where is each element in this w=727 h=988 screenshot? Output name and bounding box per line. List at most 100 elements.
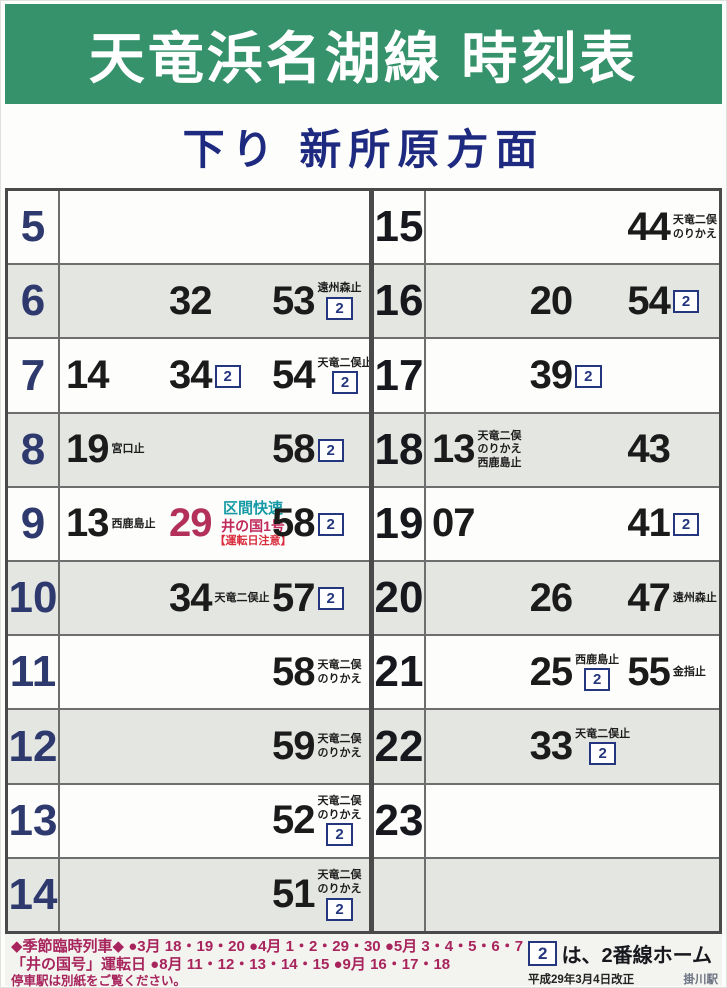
destination-note: 井の国1号 <box>221 518 285 535</box>
platform-2-badge: 2 <box>672 290 700 314</box>
annotation-stack: 遠州森止 <box>673 592 717 605</box>
minute-value: 54 <box>272 353 315 397</box>
timetable-row: 10 34 天竜二俣止 57 2 <box>8 560 369 635</box>
minute-slot: 34 天竜二俣止 <box>163 562 270 634</box>
annotation-stack: 2 <box>672 289 700 314</box>
minute-value: 43 <box>627 427 670 472</box>
note-line: 「井の国号」運転日 ●8月 11・12・13・14・15 ●9月 16・17・1… <box>11 956 451 973</box>
hour-cell: 8 <box>8 413 60 486</box>
platform-2-badge: 2 <box>672 512 700 536</box>
minute-slot <box>524 859 622 931</box>
timetable-row: 14 51 天竜二俣 のりかえ 2 <box>8 856 369 932</box>
minute-slot <box>266 191 369 263</box>
hour-cell <box>374 858 426 932</box>
minute-value: 53 <box>272 278 315 323</box>
page-title: 天竜浜名湖線 時刻表 <box>88 26 639 90</box>
hour-cell: 6 <box>8 265 60 338</box>
minute-value: 57 <box>272 575 315 620</box>
timetable-row: 17 39 2 <box>374 337 719 412</box>
platform-2-badge: 2 <box>528 941 558 966</box>
minute-slot <box>426 859 524 931</box>
minute-slot: 52 天竜二俣 のりかえ 2 <box>266 785 369 857</box>
annotation-stack: 2 <box>214 364 241 388</box>
hour-cell: 7 <box>8 339 60 412</box>
destination-note: 天竜二俣止 <box>214 591 270 604</box>
minute-slot: 19 宮口止 <box>60 414 163 486</box>
minute-slot <box>163 859 266 931</box>
minute-value: 34 <box>169 353 212 397</box>
timetable-row: 16 20 54 2 <box>374 263 719 338</box>
minute-value: 19 <box>66 427 109 472</box>
destination-note: 天竜二俣 <box>672 213 717 226</box>
annotation-stack: 天竜二俣 のりかえ <box>673 214 717 240</box>
minute-slot: 34 2 <box>163 339 266 411</box>
minute-slot <box>426 785 524 857</box>
minute-slot: 53 遠州森止 2 <box>266 265 369 337</box>
minute-value: 55 <box>627 649 670 694</box>
destination-note: のりかえ <box>317 882 362 895</box>
minute-slot: 29 区間快速 井の国1号 【運転日注意】 <box>163 488 292 560</box>
minutes-cell: 59 天竜二俣 のりかえ <box>60 710 369 782</box>
hour-cell: 14 <box>8 858 60 932</box>
minute-slot: 58 天竜二俣 のりかえ <box>266 636 369 708</box>
platform-2-badge: 2 <box>331 371 359 395</box>
minutes-cell: 19 宮口止 58 2 <box>60 414 369 486</box>
timetable-row: 12 59 天竜二俣 のりかえ <box>8 708 369 783</box>
annotation-stack: 宮口止 <box>112 443 145 456</box>
minute-value: 58 <box>272 427 315 472</box>
minute-slot <box>524 785 622 857</box>
hour-cell: 20 <box>374 562 426 635</box>
platform-2-badge: 2 <box>317 512 344 536</box>
minute-value: 39 <box>529 353 573 397</box>
annotation-stack: 2 <box>672 512 700 536</box>
minute-slot: 44 天竜二俣 のりかえ <box>621 191 719 263</box>
minute-slot: 26 <box>524 562 622 634</box>
minute-slot <box>163 785 266 857</box>
destination-note: 西鹿島止 <box>111 517 156 530</box>
platform-2-badge: 2 <box>326 823 353 847</box>
minute-value: 51 <box>272 872 315 917</box>
destination-note: 天竜二俣止 <box>575 727 631 740</box>
minute-slot: 32 <box>163 265 266 337</box>
minutes-cell: 44 天竜二俣 のりかえ <box>426 191 719 263</box>
minute-slot: 58 2 <box>266 488 369 560</box>
minutes-cell: 32 53 遠州森止 2 <box>60 265 369 337</box>
timetable-row: 9 13 西鹿島止 29 区間快速 井の国1号 【運転日注意】 58 2 <box>8 485 369 561</box>
minute-slot <box>621 859 719 931</box>
destination-note: 天竜二俣 <box>317 733 362 746</box>
minute-slot: 13 天竜二俣 のりかえ 西鹿島止 <box>426 414 524 486</box>
minute-value: 33 <box>529 724 573 769</box>
hour-cell: 9 <box>8 487 60 561</box>
platform-2-badge: 2 <box>575 364 602 388</box>
minute-slot <box>426 710 524 782</box>
minute-slot: 55 金指止 <box>621 636 719 708</box>
annotation-stack: 2 <box>317 438 344 462</box>
seasonal-train-notes: ◆季節臨時列車◆ ●3月 18・19・20 ●4月 1・2・29・30 ●5月 … <box>11 938 528 988</box>
destination-note: 遠州森止 <box>672 591 717 604</box>
legend-row: 2 は、2番線ホーム <box>528 939 718 968</box>
annotation-stack: 天竜二俣 のりかえ 2 <box>318 795 362 847</box>
note-line: 停車駅は別紙をご覧ください。 <box>11 974 187 988</box>
minute-value: 52 <box>272 798 315 843</box>
hour-cell: 23 <box>374 784 426 857</box>
platform-2-badge: 2 <box>583 668 611 692</box>
minute-value: 14 <box>66 353 109 397</box>
minutes-cell: 58 天竜二俣 のりかえ <box>60 636 369 708</box>
minute-slot <box>60 785 163 857</box>
hour-cell: 16 <box>374 265 426 338</box>
annotation-stack: 天竜二俣 のりかえ 2 <box>317 869 362 921</box>
minute-value: 54 <box>627 278 670 323</box>
note-line: ◆季節臨時列車◆ ●3月 18・19・20 ●4月 1・2・29・30 ●5月 … <box>11 938 524 955</box>
destination-note: 西鹿島止 <box>477 457 522 470</box>
annotation-stack: 金指止 <box>673 666 706 679</box>
title-band: 天竜浜名湖線 時刻表 <box>5 4 722 104</box>
minute-slot: 25 西鹿島止 2 <box>524 636 622 708</box>
destination-note: のりかえ <box>672 227 717 240</box>
destination-note: 金指止 <box>672 666 706 678</box>
annotation-stack: 天竜二俣止 <box>215 592 270 605</box>
destination-note: 西鹿島止 <box>575 653 620 666</box>
platform-2-badge: 2 <box>326 297 353 321</box>
platform-2-badge: 2 <box>317 438 344 462</box>
minute-slot: 20 <box>524 265 622 337</box>
minute-value: 32 <box>169 278 212 323</box>
